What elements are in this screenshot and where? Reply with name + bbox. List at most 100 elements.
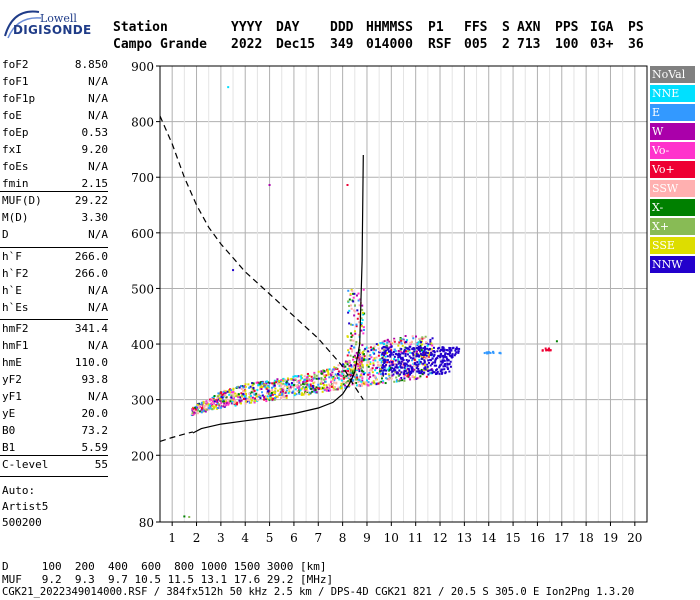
cluster-point xyxy=(448,354,451,357)
trace-point xyxy=(282,377,285,380)
trace-point xyxy=(356,309,359,312)
trace-point xyxy=(369,362,372,365)
trace-point xyxy=(370,369,373,372)
cluster-point xyxy=(383,354,386,357)
cluster-point xyxy=(448,362,451,365)
trace-point xyxy=(339,373,342,376)
trace-point xyxy=(313,381,316,384)
autoscale-text: 500200 xyxy=(2,516,42,529)
trace-point xyxy=(373,376,376,379)
trace-point xyxy=(343,366,346,369)
trace-point xyxy=(258,383,261,386)
trace-point xyxy=(384,357,387,360)
trace-point xyxy=(260,384,263,387)
parameter-label: foEp xyxy=(2,126,29,139)
cluster-point xyxy=(418,355,421,358)
cluster-point xyxy=(428,369,431,372)
trace-point xyxy=(348,322,351,325)
trace-point xyxy=(394,362,397,365)
trace-point xyxy=(310,379,313,382)
cluster-point xyxy=(425,351,428,354)
trace-point xyxy=(395,380,398,383)
trace-point xyxy=(284,378,287,381)
trace-point xyxy=(357,363,360,366)
parameter-value: 266.0 xyxy=(74,267,108,280)
trace-point xyxy=(393,380,396,383)
cluster-point xyxy=(436,356,439,359)
cluster-point xyxy=(403,371,406,374)
trace-point xyxy=(277,382,280,385)
trace-point xyxy=(330,374,333,377)
ionogram-chart: 1 2 3 4 5 6 7 8 9 10 11 12 13 14 15 16 17 18 19 20802003004… xyxy=(131,60,648,545)
trace-point xyxy=(261,391,264,394)
trace-point xyxy=(317,377,320,380)
trace-point xyxy=(221,396,224,399)
parameter-label: fxI xyxy=(2,143,22,156)
trace-point xyxy=(363,355,366,358)
header-label: FFS xyxy=(464,20,488,35)
trace-point xyxy=(306,380,309,383)
trace-point xyxy=(354,343,357,346)
cluster-point xyxy=(418,348,421,351)
trace-point xyxy=(379,370,382,373)
trace-point xyxy=(298,385,301,388)
cluster-point xyxy=(393,367,396,370)
trace-point xyxy=(380,373,383,376)
trace-point xyxy=(307,372,310,375)
cluster-point xyxy=(408,371,411,374)
trace-point xyxy=(358,298,361,301)
cluster-point xyxy=(408,355,411,358)
trace-point xyxy=(313,387,316,390)
trace-point xyxy=(203,407,206,410)
trace-point xyxy=(321,387,324,390)
trace-point xyxy=(247,383,250,386)
trace-point xyxy=(222,404,225,407)
trace-point xyxy=(406,375,409,378)
trace-point xyxy=(306,382,309,385)
cluster-point xyxy=(420,357,423,360)
trace-point xyxy=(291,385,294,388)
trace-point xyxy=(199,410,202,413)
trace-point xyxy=(314,387,317,390)
cluster-point xyxy=(449,360,452,363)
trace-point xyxy=(425,341,428,344)
trace-point xyxy=(305,387,308,390)
trace-point xyxy=(362,357,365,360)
cluster-point xyxy=(410,370,413,373)
trace-point xyxy=(418,376,421,379)
trace-point xyxy=(415,335,418,338)
trace-point xyxy=(323,386,326,389)
trace-point xyxy=(358,368,361,371)
trace-point xyxy=(299,389,302,392)
trace-point xyxy=(212,402,215,405)
trace-point xyxy=(431,344,434,347)
trace-point xyxy=(331,373,334,376)
trace-point xyxy=(348,361,351,364)
trace-point xyxy=(242,386,245,389)
cluster-point xyxy=(448,348,451,351)
trace-point xyxy=(317,370,320,373)
trace-point xyxy=(349,347,352,350)
trace-point xyxy=(305,386,308,389)
trace-point xyxy=(421,343,424,346)
trace-point xyxy=(409,378,412,381)
trace-point xyxy=(308,385,311,388)
parameter-value: N/A xyxy=(88,301,108,314)
cluster-point xyxy=(399,356,402,359)
trace-point xyxy=(197,405,200,408)
trace-point xyxy=(384,355,387,358)
trace-point xyxy=(285,389,288,392)
trace-point xyxy=(351,350,354,353)
trace-point xyxy=(357,354,360,357)
trace-point xyxy=(421,337,424,340)
trace-point xyxy=(351,379,354,382)
trace-point xyxy=(301,392,304,395)
trace-point xyxy=(193,406,196,409)
trace-point xyxy=(383,347,386,350)
trace-point xyxy=(294,377,297,380)
cluster-point xyxy=(393,368,396,371)
cluster-point xyxy=(439,354,442,357)
cluster-point xyxy=(381,372,384,375)
trace-point xyxy=(205,400,208,403)
trace-point xyxy=(289,386,292,389)
